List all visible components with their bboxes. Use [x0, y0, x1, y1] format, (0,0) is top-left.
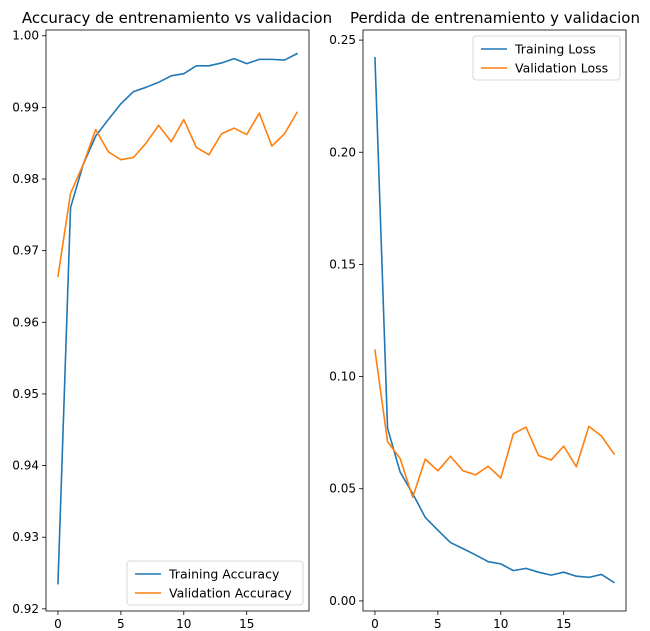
loss-chart-title: Perdida de entrenamiento y validacion: [350, 9, 640, 27]
accuracy-y-tick-label: 0.94: [12, 459, 39, 473]
loss-y-tick-label: 0.20: [329, 145, 356, 159]
accuracy-legend-label: Training Accuracy: [168, 567, 280, 582]
loss-x-tick-label: 0: [371, 617, 379, 631]
accuracy-x-tick-label: 10: [176, 617, 191, 631]
loss-x-tick-label: 5: [434, 617, 442, 631]
loss-y-tick-label: 0.25: [329, 33, 356, 47]
loss-y-tick-label: 0.05: [329, 482, 356, 496]
loss-legend-label: Validation Loss: [515, 61, 608, 76]
accuracy-plot-frame: [45, 29, 310, 612]
accuracy-y-tick-label: 0.97: [12, 244, 39, 258]
loss-series-line-validation: [374, 349, 615, 499]
accuracy-y-tick-label: 0.93: [12, 530, 39, 544]
loss-chart: Perdida de entrenamiento y validacion 0 5…: [329, 9, 640, 631]
accuracy-legend: Training Accuracy Validation Accuracy: [126, 560, 304, 606]
accuracy-x-tick-label: 0: [54, 617, 62, 631]
accuracy-y-tick-label: 0.99: [12, 100, 39, 114]
accuracy-y-tick-label: 0.98: [12, 172, 39, 186]
accuracy-chart: Accuracy de entrenamiento vs validacion …: [12, 9, 332, 631]
accuracy-y-tick-label: 0.95: [12, 387, 39, 401]
accuracy-x-tick-label: 5: [117, 617, 125, 631]
loss-legend-box: [472, 35, 621, 81]
loss-plot-frame: [362, 29, 627, 612]
loss-y-tick-label: 0.00: [329, 594, 356, 608]
loss-y-tick-label: 0.10: [329, 370, 356, 384]
accuracy-x-tick-label: 15: [239, 617, 254, 631]
accuracy-y-tick-label: 1.00: [12, 29, 39, 43]
loss-legend: Training Loss Validation Loss: [472, 35, 621, 81]
accuracy-legend-label: Validation Accuracy: [169, 586, 292, 601]
accuracy-series-line-validation: [57, 111, 298, 278]
accuracy-y-tick-label: 0.96: [12, 315, 39, 329]
loss-y-tick-label: 0.15: [329, 257, 356, 271]
loss-series-line-training: [374, 56, 615, 584]
accuracy-y-tick-label: 0.92: [12, 602, 39, 616]
loss-x-tick-label: 10: [493, 617, 508, 631]
loss-x-tick-label: 15: [556, 617, 571, 631]
accuracy-chart-title: Accuracy de entrenamiento vs validacion: [22, 9, 332, 27]
accuracy-legend-box: [126, 560, 304, 606]
loss-legend-label: Training Loss: [514, 42, 596, 57]
